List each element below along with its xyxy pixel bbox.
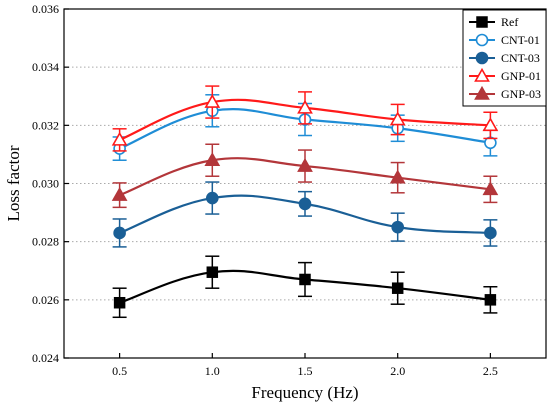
legend-entry-cnt-01: CNT-01 [469, 33, 540, 47]
y-tick-label: 0.034 [32, 60, 59, 74]
legend-label: GNP-01 [501, 69, 541, 83]
data-point-cnt-03 [484, 226, 497, 240]
data-point-gnp-03 [297, 157, 313, 172]
legend-swatch-marker [476, 16, 488, 28]
legend-swatch-marker [474, 67, 490, 82]
y-axis-title: Loss factor [4, 145, 23, 221]
data-point-ref [113, 296, 126, 309]
legend-label: GNP-03 [501, 87, 541, 101]
y-tick-label: 0.030 [32, 177, 59, 191]
legend-swatch-marker [474, 85, 490, 100]
data-point-gnp-01 [297, 99, 313, 114]
x-tick-label: 1.0 [205, 364, 220, 378]
y-tick-label: 0.032 [32, 118, 59, 132]
legend-label: CNT-01 [501, 33, 540, 47]
legend-label: Ref [501, 15, 518, 29]
axes: 0.024 0.026 0.028 0.030 0.032 0.034 0.036 0.5 1.… [32, 2, 547, 378]
data-point-cnt-03 [206, 191, 219, 205]
y-tick-label: 0.028 [32, 235, 59, 249]
data-point-cnt-03 [298, 197, 312, 211]
data-point-gnp-01 [111, 131, 128, 146]
x-axis-title: Frequency (Hz) [251, 383, 358, 402]
data-point-gnp-03 [111, 187, 128, 201]
data-point-ref [391, 282, 404, 294]
y-tick-label: 0.036 [32, 2, 59, 16]
data-point-gnp-01 [482, 117, 499, 132]
series-ref [112, 255, 498, 319]
series-gnp-03 [111, 143, 499, 209]
series-cnt-03 [112, 181, 498, 248]
x-tick-label: 2.0 [390, 364, 405, 378]
series-layer [111, 85, 499, 319]
legend-entry-gnp-03: GNP-03 [469, 85, 541, 101]
data-point-gnp-01 [389, 111, 406, 126]
x-tick-label: 2.5 [483, 364, 498, 378]
x-tick-label: 0.5 [112, 364, 127, 378]
legend-entry-ref: Ref [469, 15, 518, 29]
legend-entry-cnt-03: CNT-03 [469, 51, 540, 65]
data-point-ref [299, 273, 311, 286]
legend-entry-gnp-01: GNP-01 [469, 67, 541, 83]
data-point-gnp-01 [204, 93, 221, 108]
data-point-ref [206, 266, 219, 278]
y-tick-label: 0.024 [32, 351, 59, 365]
y-tick-label: 0.026 [32, 293, 59, 307]
legend: Ref CNT-01 CNT-03 GNP-01 GNP-03 [462, 9, 547, 107]
data-point-cnt-03 [113, 226, 126, 240]
data-point-gnp-03 [482, 181, 499, 196]
data-point-gnp-03 [204, 152, 221, 167]
data-point-cnt-03 [391, 220, 404, 234]
legend-swatch-marker [475, 51, 489, 65]
data-point-gnp-03 [389, 169, 406, 184]
data-point-ref [484, 294, 497, 306]
legend-swatch-marker [475, 33, 489, 47]
series-gnp-01 [111, 85, 499, 152]
x-tick-label: 1.5 [298, 364, 313, 378]
legend-label: CNT-03 [501, 51, 540, 65]
